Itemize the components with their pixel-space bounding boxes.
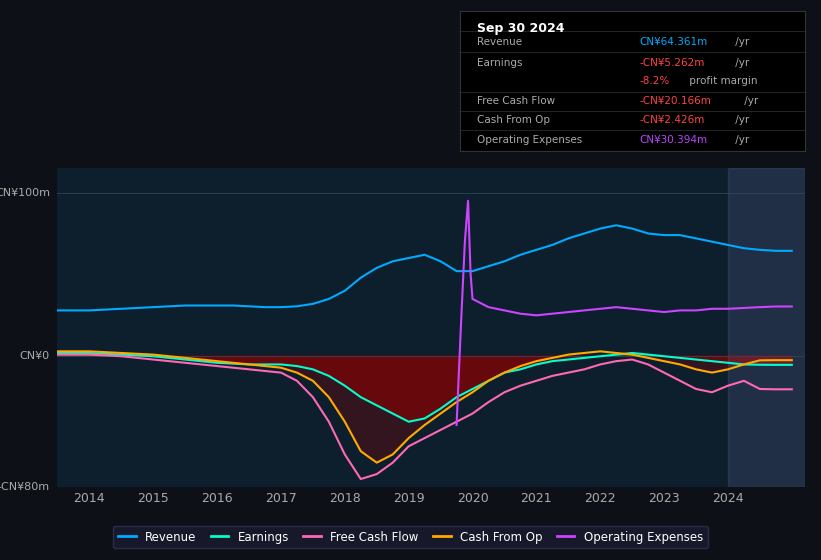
Text: -CN¥5.262m: -CN¥5.262m	[639, 58, 704, 68]
Text: CN¥0: CN¥0	[20, 351, 50, 361]
Text: -CN¥80m: -CN¥80m	[0, 482, 50, 492]
Text: Sep 30 2024: Sep 30 2024	[477, 22, 565, 35]
Text: /yr: /yr	[732, 58, 750, 68]
Text: -8.2%: -8.2%	[639, 76, 669, 86]
Text: /yr: /yr	[741, 96, 759, 106]
Text: -CN¥2.426m: -CN¥2.426m	[639, 115, 704, 125]
Text: CN¥30.394m: CN¥30.394m	[639, 135, 707, 145]
Text: Free Cash Flow: Free Cash Flow	[477, 96, 555, 106]
Text: /yr: /yr	[732, 37, 750, 47]
Text: -CN¥20.166m: -CN¥20.166m	[639, 96, 711, 106]
Bar	[728, 168, 805, 487]
Text: Operating Expenses: Operating Expenses	[477, 135, 582, 145]
Text: CN¥64.361m: CN¥64.361m	[639, 37, 708, 47]
Text: profit margin: profit margin	[686, 76, 757, 86]
Text: /yr: /yr	[732, 135, 750, 145]
Legend: Revenue, Earnings, Free Cash Flow, Cash From Op, Operating Expenses: Revenue, Earnings, Free Cash Flow, Cash …	[113, 526, 708, 548]
Text: /yr: /yr	[732, 115, 750, 125]
Text: Earnings: Earnings	[477, 58, 522, 68]
Text: Cash From Op: Cash From Op	[477, 115, 550, 125]
Text: Revenue: Revenue	[477, 37, 522, 47]
Text: CN¥100m: CN¥100m	[0, 188, 50, 198]
